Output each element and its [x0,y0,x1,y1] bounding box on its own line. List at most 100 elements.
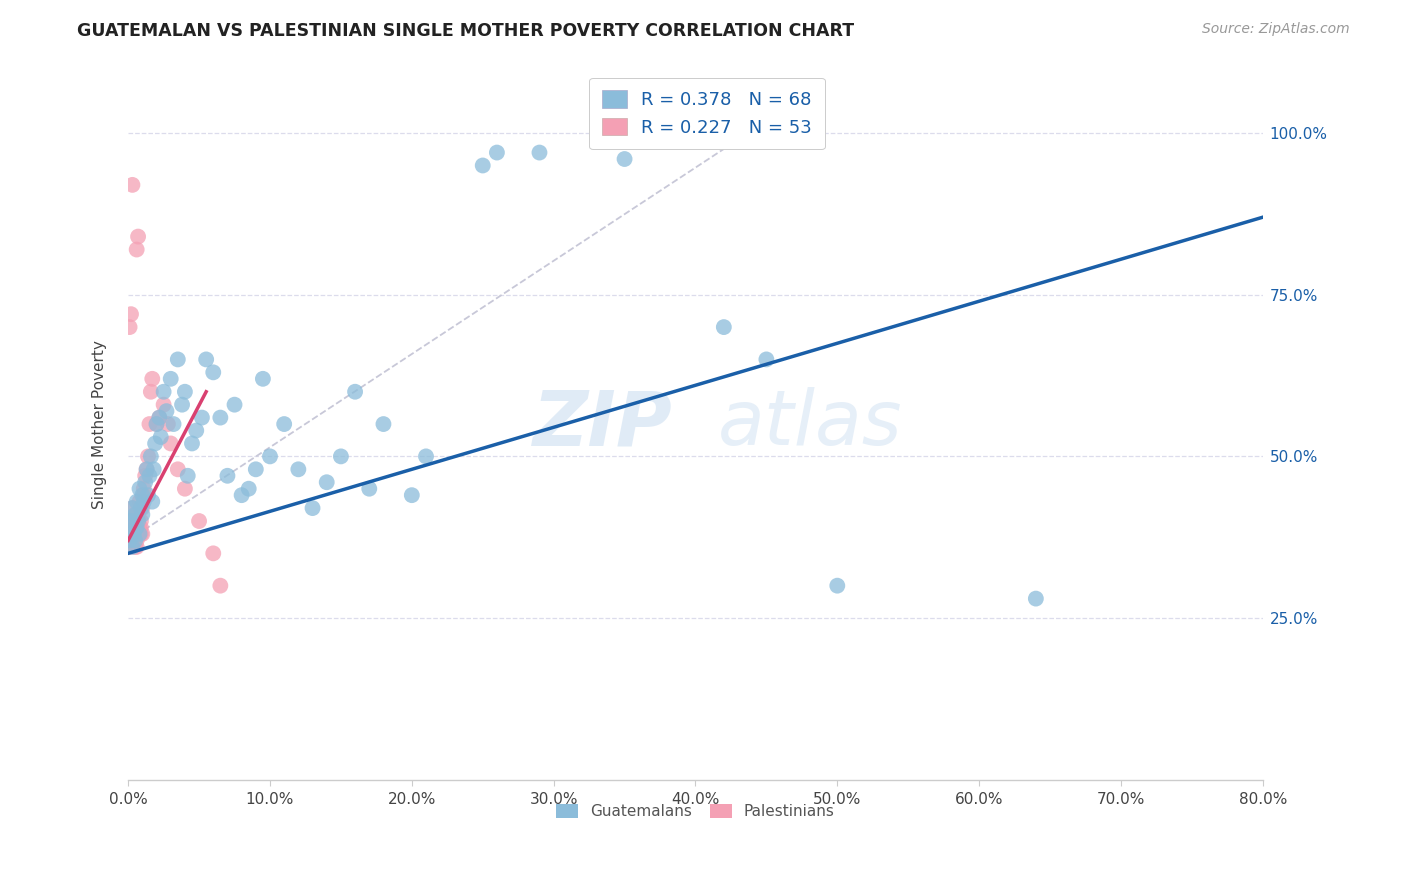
Point [134,468,156,483]
Point [131,488,153,502]
Point [344,384,367,399]
Point [315,475,337,490]
Point [131,527,153,541]
Point [191,410,214,425]
Point [143,436,166,450]
Point [129,514,152,528]
Point [124,533,146,548]
Point [118,514,141,528]
Point [124,520,146,534]
Point [148,410,170,425]
Point [141,372,163,386]
Point [139,450,162,464]
Point [195,352,218,367]
Point [121,533,143,548]
Point [122,527,145,541]
Point [118,320,141,334]
Point [142,462,165,476]
Point [329,450,352,464]
Point [124,527,146,541]
Point [202,546,225,560]
Point [127,527,149,541]
Point [127,508,149,522]
Point [259,450,281,464]
Point [186,424,208,438]
Point [127,520,149,534]
Point [134,475,156,490]
Point [152,398,174,412]
Point [224,398,246,412]
Point [159,372,181,386]
Point [120,527,142,541]
Text: GUATEMALAN VS PALESTINIAN SINGLE MOTHER POVERTY CORRELATION CHART: GUATEMALAN VS PALESTINIAN SINGLE MOTHER … [77,22,855,40]
Point [127,229,149,244]
Point [415,450,437,464]
Point [139,384,162,399]
Point [128,527,150,541]
Point [245,462,267,476]
Point [217,468,239,483]
Point [128,520,150,534]
Text: Source: ZipAtlas.com: Source: ZipAtlas.com [1202,22,1350,37]
Point [122,514,145,528]
Point [613,152,636,166]
Point [152,384,174,399]
Point [124,540,146,554]
Point [121,501,143,516]
Point [827,579,849,593]
Point [125,508,148,522]
Y-axis label: Single Mother Poverty: Single Mother Poverty [93,340,107,508]
Point [121,501,143,516]
Point [156,417,179,431]
Point [138,417,160,431]
Point [145,417,167,431]
Point [401,488,423,502]
Point [129,501,152,516]
Point [155,404,177,418]
Point [124,508,146,522]
Point [136,450,159,464]
Point [252,372,274,386]
Point [148,410,170,425]
Point [124,533,146,548]
Point [287,462,309,476]
Point [132,488,155,502]
Point [162,417,184,431]
Point [127,514,149,528]
Point [128,482,150,496]
Point [181,436,204,450]
Point [132,494,155,508]
Point [471,159,494,173]
Point [120,527,142,541]
Point [301,501,323,516]
Point [120,307,142,321]
Point [121,527,143,541]
Point [273,417,295,431]
Point [131,501,153,516]
Point [118,533,141,548]
Point [138,468,160,483]
Point [238,482,260,496]
Point [122,514,145,528]
Point [121,178,143,192]
Point [125,520,148,534]
Legend: Guatemalans, Palestinians: Guatemalans, Palestinians [550,797,841,825]
Point [373,417,395,431]
Point [529,145,551,160]
Point [120,514,142,528]
Point [145,417,167,431]
Point [121,514,143,528]
Point [141,494,163,508]
Point [118,533,141,548]
Text: atlas: atlas [718,387,903,461]
Point [174,482,197,496]
Point [132,482,155,496]
Point [170,398,193,412]
Point [713,320,735,334]
Point [135,462,157,476]
Point [166,352,188,367]
Point [202,365,225,379]
Point [122,527,145,541]
Point [1025,591,1047,606]
Point [120,520,142,534]
